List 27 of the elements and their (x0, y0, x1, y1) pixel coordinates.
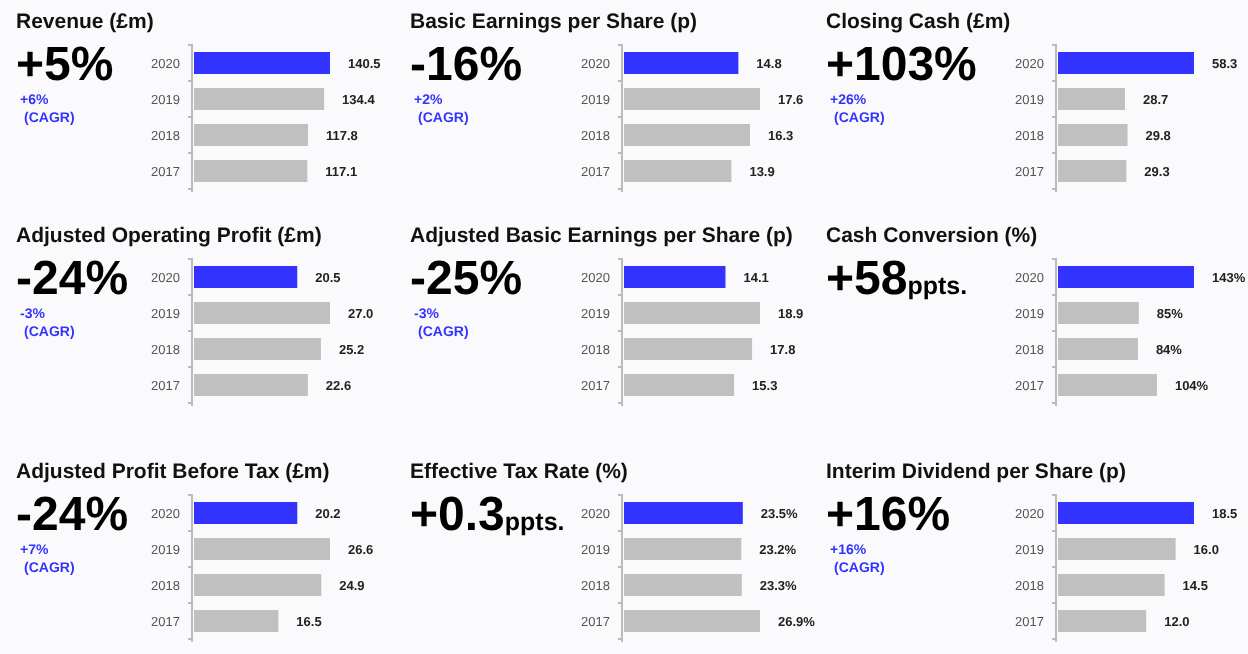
chart-subtitle: +5% (16, 38, 114, 92)
bar (624, 266, 726, 288)
bar (624, 502, 743, 524)
chart-subtitle: +103% (826, 38, 977, 92)
chart-subtitle: +58ppts. (826, 252, 968, 306)
bar (194, 52, 330, 74)
chart-subtitle: +16% (826, 488, 951, 542)
bar (1058, 52, 1194, 74)
bar (194, 266, 298, 288)
chart-title: Revenue (£m) (16, 10, 154, 34)
chart-title: Effective Tax Rate (%) (410, 460, 628, 484)
chart-subtitle: -16% (410, 38, 523, 92)
bar (1058, 266, 1194, 288)
chart-subtitle: -24% (16, 488, 129, 542)
bar (194, 502, 298, 524)
bar (624, 52, 739, 74)
chart-title: Interim Dividend per Share (p) (826, 460, 1126, 484)
chart-title: Adjusted Profit Before Tax (£m) (16, 460, 330, 484)
chart-title: Basic Earnings per Share (p) (410, 10, 698, 34)
chart-title: Cash Conversion (%) (826, 224, 1038, 248)
chart-title: Adjusted Operating Profit (£m) (16, 224, 322, 248)
bar (1058, 502, 1194, 524)
chart-subtitle: +0.3ppts. (410, 488, 565, 542)
chart-subtitle: -25% (410, 252, 523, 306)
chart-title: Closing Cash (£m) (826, 10, 1011, 34)
chart-subtitle: -24% (16, 252, 129, 306)
chart-title: Adjusted Basic Earnings per Share (p) (410, 224, 793, 248)
